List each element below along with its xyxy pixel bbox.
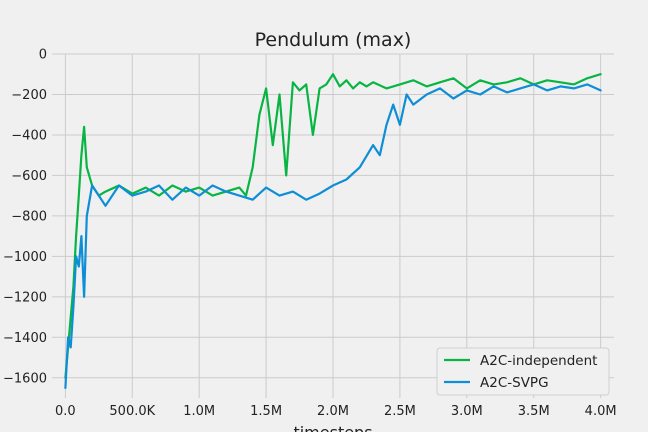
y-tick-label: −1200 xyxy=(3,290,47,305)
y-tick-label: −400 xyxy=(11,128,47,143)
y-tick-label: −1000 xyxy=(3,250,47,265)
y-tick-label: −200 xyxy=(11,88,47,103)
series-line-a2c-svpg xyxy=(64,83,602,389)
series-layer xyxy=(64,73,602,389)
x-tick-label: 1.5M xyxy=(250,404,282,419)
legend-label: A2C-SVPG xyxy=(480,375,549,391)
x-tick-label: 2.5M xyxy=(384,404,416,419)
x-tick-label: 2.0M xyxy=(317,404,349,419)
x-tick-label: 3.0M xyxy=(451,404,483,419)
chart-title: Pendulum (max) xyxy=(255,29,412,51)
legend-label: A2C-independent xyxy=(480,353,597,369)
y-tick-label: −1400 xyxy=(3,331,47,346)
legend-box xyxy=(436,347,610,396)
y-axis-ticks: 0 −200 −400 −600 −800 −1000 −1200 −1400 −1600 xyxy=(3,48,47,387)
x-tick-label: 500.0K xyxy=(109,404,155,419)
x-axis-label: timesteps xyxy=(293,423,372,432)
x-axis-ticks: 0.0 500.0K 1.0M 1.5M 2.0M 2.5M 3.0M 3.5M 4.0M xyxy=(55,404,617,419)
x-tick-label: 0.0 xyxy=(55,404,76,419)
y-tick-label: −800 xyxy=(11,209,47,224)
y-tick-label: 0 xyxy=(39,48,47,63)
x-tick-label: 1.0M xyxy=(183,404,215,419)
x-tick-label: 4.0M xyxy=(585,404,617,419)
y-tick-label: −600 xyxy=(11,169,47,184)
legend: A2C-independent A2C-SVPG xyxy=(436,347,610,396)
x-tick-label: 3.5M xyxy=(518,404,550,419)
y-tick-label: −1600 xyxy=(3,371,47,386)
grid-lines xyxy=(52,53,614,398)
